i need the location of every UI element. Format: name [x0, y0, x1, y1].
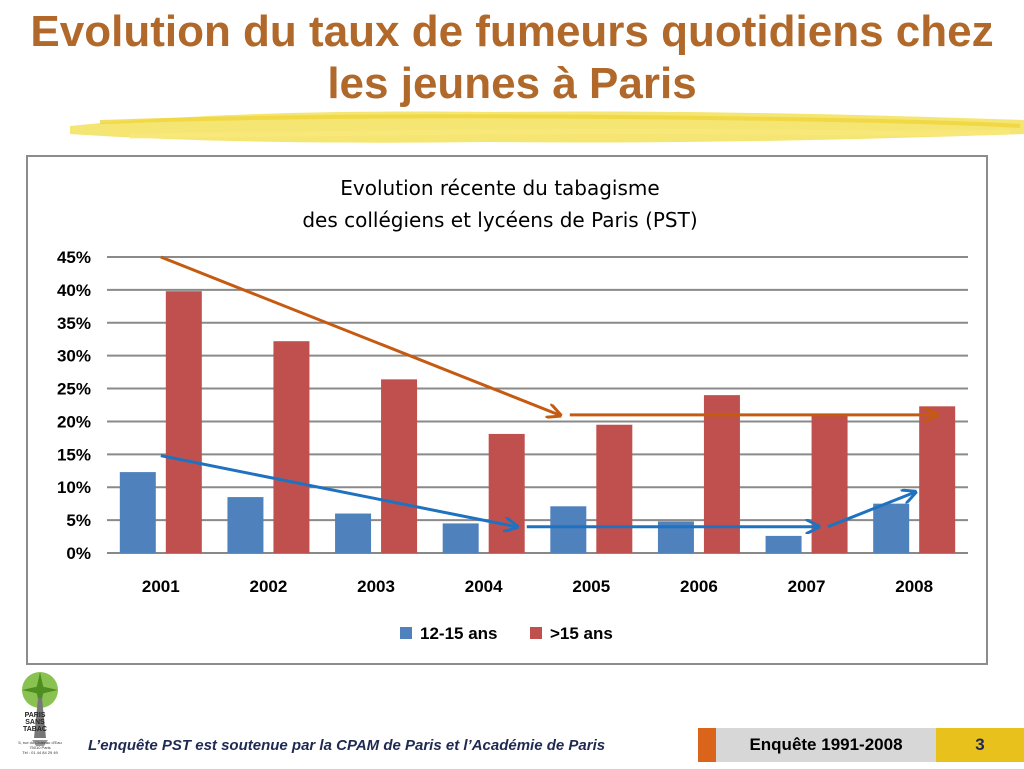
bar-young	[765, 535, 802, 553]
logo-text-line-3: TABAC	[23, 726, 47, 733]
bar-older	[811, 415, 848, 553]
bar-chart: Evolution récente du tabagisme des collég…	[57, 176, 968, 643]
legend-label: >15 ans	[550, 624, 613, 643]
chart-title-line-1: Evolution récente du tabagisme	[340, 176, 659, 200]
trend-arrow	[160, 255, 559, 415]
logo-text-line-2: SANS	[25, 719, 45, 726]
logo-address: 5, rue du Château d’Eau 75010 Paris Tél …	[18, 740, 62, 755]
y-tick-label: 10%	[57, 478, 91, 497]
x-tick-label: 2001	[142, 577, 180, 596]
page-number: 3	[975, 735, 985, 754]
bar-older	[273, 341, 310, 553]
paris-sans-tabac-logo	[10, 668, 70, 764]
slide-title: Evolution du taux de fumeurs quotidiens …	[30, 7, 994, 108]
bar-young	[873, 503, 910, 553]
legend-label: 12-15 ans	[420, 624, 498, 643]
footer-bar: Enquête 1991-2008 3	[698, 728, 1024, 762]
x-tick-label: 2003	[357, 577, 395, 596]
y-tick-label: 45%	[57, 248, 91, 267]
y-tick-label: 5%	[66, 511, 91, 530]
bar-older	[165, 291, 202, 553]
bar-young	[550, 506, 587, 553]
footer-survey-label: Enquête 1991-2008	[749, 735, 903, 754]
y-tick-label: 40%	[57, 281, 91, 300]
footer-grey-block	[716, 728, 936, 762]
y-tick-label: 0%	[66, 544, 91, 563]
footer-orange-block	[698, 728, 716, 762]
y-tick-label: 15%	[57, 445, 91, 464]
y-tick-label: 25%	[57, 380, 91, 399]
chart-title-line-2: des collégiens et lycéens de Paris (PST)	[302, 208, 697, 232]
bar-older	[488, 433, 525, 553]
x-tick-label: 2007	[788, 577, 826, 596]
y-tick-label: 35%	[57, 314, 91, 333]
bar-young	[227, 497, 264, 553]
chart-frame: Evolution récente du tabagisme des collég…	[26, 155, 988, 665]
x-tick-label: 2002	[250, 577, 288, 596]
y-tick-label: 20%	[57, 412, 91, 431]
bar-young	[119, 472, 156, 553]
bar-older	[919, 406, 956, 553]
x-tick-label: 2006	[680, 577, 718, 596]
legend-swatch	[530, 627, 542, 639]
bar-older	[596, 424, 633, 553]
x-tick-label: 2004	[465, 577, 503, 596]
bar-young	[442, 523, 479, 553]
legend-swatch	[400, 627, 412, 639]
x-tick-label: 2008	[895, 577, 933, 596]
bar-young	[335, 513, 372, 553]
trend-arrow	[827, 492, 914, 529]
title-highlight-stroke	[70, 111, 1024, 143]
y-tick-label: 30%	[57, 347, 91, 366]
trend-arrow	[160, 454, 516, 527]
bar-older	[703, 395, 740, 553]
bar-older	[381, 379, 418, 553]
footer-yellow-block	[936, 728, 1024, 762]
x-tick-label: 2005	[572, 577, 610, 596]
logo-text-line-1: PARIS	[24, 712, 46, 719]
footer-support-text: L’enquête PST est soutenue par la CPAM d…	[88, 737, 606, 754]
logo-text: PARIS SANS TABAC	[12, 712, 58, 733]
